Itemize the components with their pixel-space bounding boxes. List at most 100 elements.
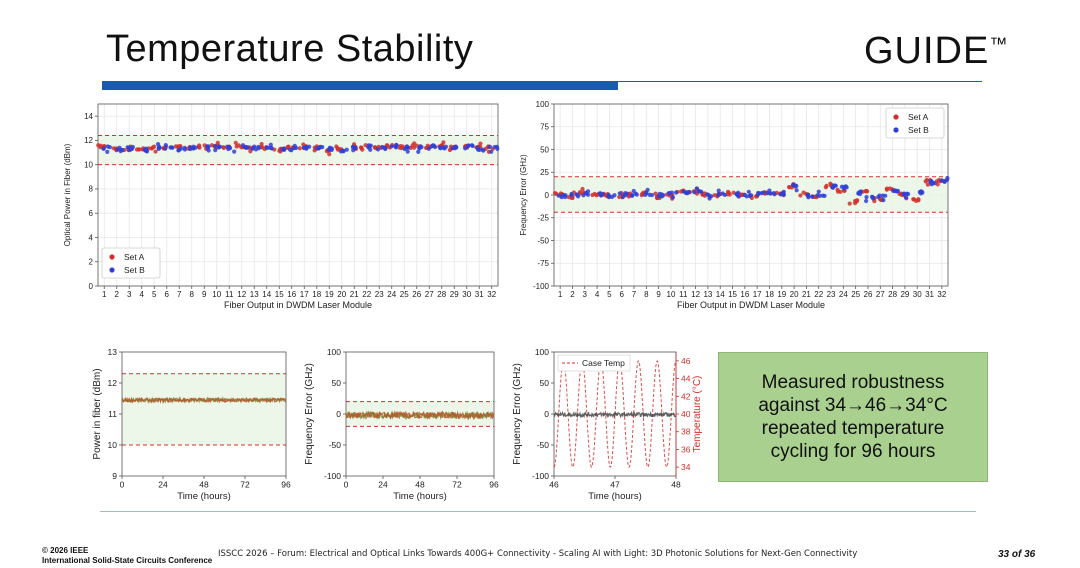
x-tick-label: 31 (925, 290, 934, 299)
data-point (575, 192, 580, 197)
data-point (225, 144, 230, 149)
y-tick-label: 0 (336, 409, 341, 419)
data-point (707, 196, 712, 201)
data-point (877, 193, 882, 198)
frequency-error-trace (553, 410, 677, 419)
data-point (945, 176, 950, 181)
x-tick-label: 11 (679, 290, 688, 299)
data-point (127, 147, 132, 153)
data-point (234, 144, 239, 149)
data-point (767, 188, 772, 193)
x-tick-label: 8 (644, 290, 649, 299)
x-tick-label: 12 (691, 290, 700, 299)
legend-marker (893, 127, 899, 133)
y-tick-label: 8 (89, 185, 94, 194)
x-tick-label: 15 (728, 290, 737, 299)
x-tick-label: 25 (400, 290, 409, 299)
y-tick-label: 2 (89, 258, 94, 267)
data-point (366, 143, 371, 148)
data-point (911, 197, 917, 202)
x-tick-label: 23 (827, 290, 836, 299)
data-point (607, 195, 612, 200)
y-tick-label: 25 (540, 168, 549, 177)
data-point (673, 190, 679, 195)
y-tick-label: 6 (89, 209, 94, 218)
data-point (143, 146, 149, 151)
y-tick-label: 0 (545, 191, 550, 200)
data-point (617, 194, 622, 200)
x-tick-label: 24 (158, 480, 168, 490)
data-point (292, 143, 297, 148)
data-point (725, 189, 731, 194)
title-rule-thin (618, 81, 982, 82)
x-tick-label: 12 (237, 290, 246, 299)
x-tick-label: 1 (102, 290, 107, 299)
data-point (903, 195, 909, 200)
x-tick-label: 7 (632, 290, 637, 299)
data-point (442, 146, 447, 151)
data-trace (345, 410, 495, 421)
y-tick-label: 0 (544, 409, 549, 419)
x-tick-label: 0 (120, 480, 125, 490)
x-tick-label: 48 (671, 480, 681, 490)
x-tick-label: 22 (814, 290, 823, 299)
x-tick-label: 32 (937, 290, 946, 299)
data-point (259, 141, 264, 147)
y-tick-label: -50 (537, 440, 550, 450)
data-point (426, 146, 431, 151)
data-point (383, 146, 388, 152)
x-tick-label: 72 (240, 480, 250, 490)
data-point (215, 140, 220, 146)
data-point (634, 192, 639, 197)
x-tick-label: 14 (716, 290, 725, 299)
legend-label: Set B (124, 265, 145, 275)
data-point (929, 182, 934, 187)
y-tick-label: -50 (329, 440, 342, 450)
data-point (649, 192, 655, 198)
x-tick-label: 0 (344, 480, 349, 490)
data-point (453, 144, 458, 149)
data-point (736, 194, 741, 199)
chart-frequency-vs-time: 0 24 48 72 96 -100 -50 0 50 100 Time (hours) Freque… (304, 347, 499, 502)
data-point (590, 192, 595, 198)
footer-session: ISSCC 2026 – Forum: Electrical and Optic… (218, 549, 858, 559)
y-axis-label: Frequency Error (GHz) (512, 363, 523, 465)
data-point (441, 140, 446, 145)
callout-box: Measured robustness against 34→46→34°C r… (718, 352, 988, 482)
data-point (233, 140, 238, 145)
y-tick-label: 100 (536, 100, 550, 109)
data-point (170, 145, 175, 150)
data-point (939, 178, 944, 183)
x-tick-label: 29 (450, 290, 459, 299)
data-point (351, 148, 356, 153)
right-tick-label: 34 (681, 462, 691, 472)
x-tick-label: 14 (262, 290, 271, 299)
x-tick-label: 28 (437, 290, 446, 299)
data-point (552, 190, 558, 196)
x-tick-label: 26 (412, 290, 421, 299)
data-point (841, 186, 846, 191)
data-point (669, 190, 674, 195)
footer-copyright: © 2026 IEEE International Solid-State Ci… (42, 546, 212, 566)
x-tick-label: 13 (250, 290, 259, 299)
data-point (598, 191, 603, 196)
y-axis-label: Power in fiber (dBm) (92, 368, 103, 459)
data-point (855, 198, 860, 203)
x-tick-label: 18 (312, 290, 321, 299)
data-point (612, 193, 617, 198)
y-tick-label: 11 (108, 409, 117, 419)
data-point (716, 192, 721, 197)
data-point (213, 148, 218, 153)
y-tick-label: -75 (537, 259, 549, 268)
data-point (269, 145, 274, 151)
data-point (209, 143, 214, 148)
x-tick-label: 18 (765, 290, 774, 299)
data-point (781, 189, 786, 194)
data-point (253, 147, 259, 152)
legend-label: Set A (124, 252, 145, 262)
y-tick-label: 4 (89, 233, 94, 242)
y-tick-label: 12 (108, 378, 118, 388)
data-point (772, 192, 777, 197)
chart-optical-power: 1 2 3 4 5 6 7 8 9 10 11 12 13 14 15 16 17 18 19 20 21 22 23 24 2… (63, 103, 500, 310)
data-point (925, 182, 930, 187)
